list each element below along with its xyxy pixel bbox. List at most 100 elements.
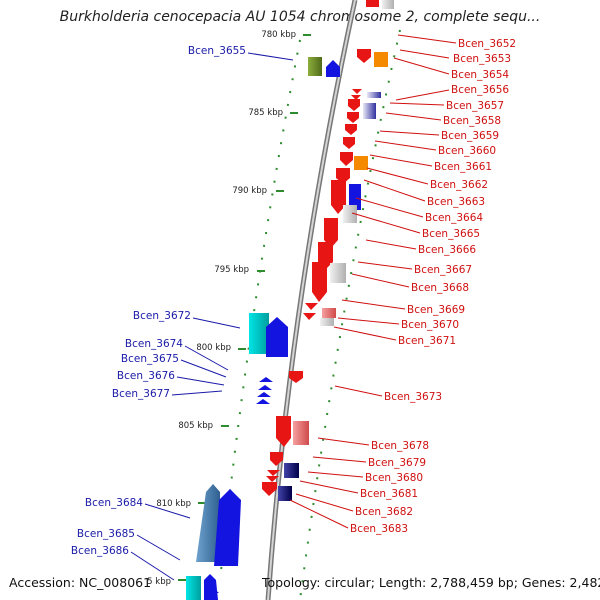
label-bcen-3663[interactable]: Bcen_3663 — [427, 196, 485, 208]
label-bcen-3677[interactable]: Bcen_3677 — [112, 388, 170, 400]
label-bcen-3676[interactable]: Bcen_3676 — [117, 370, 175, 382]
gene-bcen-3664[interactable] — [331, 180, 346, 214]
label-bcen-3658[interactable]: Bcen_3658 — [443, 115, 501, 127]
label-bcen-3678[interactable]: Bcen_3678 — [371, 440, 429, 452]
gene-bcen-3675[interactable] — [258, 385, 272, 390]
scale-ticks — [178, 34, 311, 581]
gene-bcen-3658b[interactable] — [347, 112, 359, 123]
gene-bcen-3668-gray[interactable] — [330, 263, 346, 283]
gene-bcen-3666[interactable] — [324, 218, 338, 248]
gene-bcen-3685[interactable] — [186, 576, 201, 600]
label-bcen-3659[interactable]: Bcen_3659 — [441, 130, 499, 142]
left-gene-labels: Bcen_3655 Bcen_3672 Bcen_3674 Bcen_3675 … — [71, 45, 246, 557]
gene-bcen-3678b[interactable] — [293, 421, 309, 445]
label-bcen-3671[interactable]: Bcen_3671 — [398, 335, 456, 347]
gene-bcen-3681[interactable] — [262, 482, 277, 496]
gene-bcen-3677[interactable] — [256, 399, 270, 404]
gene-bcen-3668[interactable] — [312, 262, 327, 302]
gene-bcen-3656b[interactable] — [351, 95, 361, 100]
gene-bcen-3676[interactable] — [257, 392, 271, 397]
gene-bcen-3655-arrow[interactable] — [326, 60, 340, 77]
label-bcen-3674[interactable]: Bcen_3674 — [125, 338, 183, 350]
label-bcen-3654[interactable]: Bcen_3654 — [451, 69, 509, 81]
gene-bcen-3660a[interactable] — [345, 124, 357, 135]
label-bcen-3656[interactable]: Bcen_3656 — [451, 84, 509, 96]
gene-bcen-3669[interactable] — [305, 303, 318, 310]
gene-bcen-3652[interactable] — [366, 0, 379, 7]
gene-bcen-3670[interactable] — [322, 308, 336, 318]
gene-bcen-3657[interactable] — [367, 92, 381, 98]
scale-label-805: 805 kbp — [178, 421, 213, 431]
label-bcen-3683[interactable]: Bcen_3683 — [350, 523, 408, 535]
label-bcen-3679[interactable]: Bcen_3679 — [368, 457, 426, 469]
label-bcen-3662[interactable]: Bcen_3662 — [430, 179, 488, 191]
label-bcen-3661[interactable]: Bcen_3661 — [434, 161, 492, 173]
gene-bcen-3660b[interactable] — [343, 137, 355, 149]
gene-bcen-3679[interactable] — [270, 452, 283, 466]
label-bcen-3670[interactable]: Bcen_3670 — [401, 319, 459, 331]
gene-bcen-3680b[interactable] — [266, 476, 279, 482]
scale-label-795: 795 kbp — [214, 265, 249, 275]
gene-bcen-3655[interactable] — [308, 57, 322, 76]
label-bcen-3666[interactable]: Bcen_3666 — [418, 244, 476, 256]
right-gene-labels: Bcen_3652 Bcen_3653 Bcen_3654 Bcen_3656 … — [350, 38, 516, 535]
topology-text: Topology: circular; Length: 2,788,459 bp… — [262, 575, 600, 590]
scale-label-780: 780 kbp — [261, 30, 296, 40]
gene-bcen-3672[interactable] — [249, 313, 269, 354]
label-bcen-3681[interactable]: Bcen_3681 — [360, 488, 418, 500]
scale-label-790: 790 kbp — [232, 186, 267, 196]
label-bcen-3668[interactable]: Bcen_3668 — [411, 282, 469, 294]
gene-bcen-3684b[interactable] — [214, 489, 241, 566]
label-bcen-3657[interactable]: Bcen_3657 — [446, 100, 504, 112]
label-bcen-3653[interactable]: Bcen_3653 — [453, 53, 511, 65]
reverse-strand-genes — [186, 57, 340, 600]
gene-bcen-3661[interactable] — [340, 152, 353, 166]
gene-bcen-3662[interactable] — [354, 156, 368, 170]
gene-bcen-3654[interactable] — [374, 52, 388, 67]
map-title: Burkholderia cenocepacia AU 1054 chromos… — [59, 9, 541, 25]
gene-bcen-3674[interactable] — [259, 377, 273, 382]
gene-bcen-3670a[interactable] — [303, 313, 316, 320]
label-bcen-3685[interactable]: Bcen_3685 — [77, 528, 135, 540]
gene-bcen-3653[interactable] — [357, 49, 371, 63]
label-bcen-3680[interactable]: Bcen_3680 — [365, 472, 423, 484]
right-leader-lines — [289, 34, 457, 529]
gene-bcen-3652b[interactable] — [382, 0, 394, 9]
gene-bcen-3686b[interactable] — [207, 588, 219, 593]
label-bcen-3660[interactable]: Bcen_3660 — [438, 145, 496, 157]
label-bcen-3675[interactable]: Bcen_3675 — [121, 353, 179, 365]
gene-bcen-3673[interactable] — [289, 371, 303, 383]
label-bcen-3652[interactable]: Bcen_3652 — [458, 38, 516, 50]
gene-bcen-3665-blue[interactable] — [349, 184, 361, 210]
scale-label-785: 785 kbp — [248, 108, 283, 118]
scale-label-810: 810 kbp — [156, 499, 191, 509]
label-bcen-3665[interactable]: Bcen_3665 — [422, 228, 480, 240]
label-bcen-3669[interactable]: Bcen_3669 — [407, 304, 465, 316]
gene-bcen-3684a[interactable] — [196, 484, 220, 562]
label-bcen-3672[interactable]: Bcen_3672 — [133, 310, 191, 322]
label-bcen-3684[interactable]: Bcen_3684 — [85, 497, 143, 509]
label-bcen-3664[interactable]: Bcen_3664 — [425, 212, 483, 224]
gene-bcen-3665-gray[interactable] — [343, 205, 357, 223]
gene-bcen-3680[interactable] — [284, 463, 299, 478]
label-bcen-3686[interactable]: Bcen_3686 — [71, 545, 129, 557]
gene-bcen-3671[interactable] — [320, 318, 334, 326]
left-leader-lines — [130, 52, 294, 581]
accession-text: Accession: NC_008061 — [9, 575, 152, 590]
gene-bcen-3682[interactable] — [278, 486, 292, 501]
gene-bcen-3680a[interactable] — [267, 470, 280, 476]
label-bcen-3655[interactable]: Bcen_3655 — [188, 45, 246, 57]
gene-bcen-3672-arrow[interactable] — [266, 317, 288, 357]
gene-bcen-3678a[interactable] — [276, 416, 291, 447]
gene-bcen-3686[interactable] — [204, 574, 218, 600]
scale-label-800: 800 kbp — [196, 343, 231, 353]
forward-strand-genes — [262, 0, 394, 501]
label-bcen-3667[interactable]: Bcen_3667 — [414, 264, 472, 276]
gene-bcen-3659[interactable] — [363, 103, 376, 119]
scale-labels: 780 kbp 785 kbp 790 kbp 795 kbp 800 kbp … — [147, 30, 296, 587]
gene-bcen-3658a[interactable] — [348, 99, 360, 111]
label-bcen-3682[interactable]: Bcen_3682 — [355, 506, 413, 518]
label-bcen-3673[interactable]: Bcen_3673 — [384, 391, 442, 403]
gene-bcen-3656a[interactable] — [352, 89, 362, 94]
